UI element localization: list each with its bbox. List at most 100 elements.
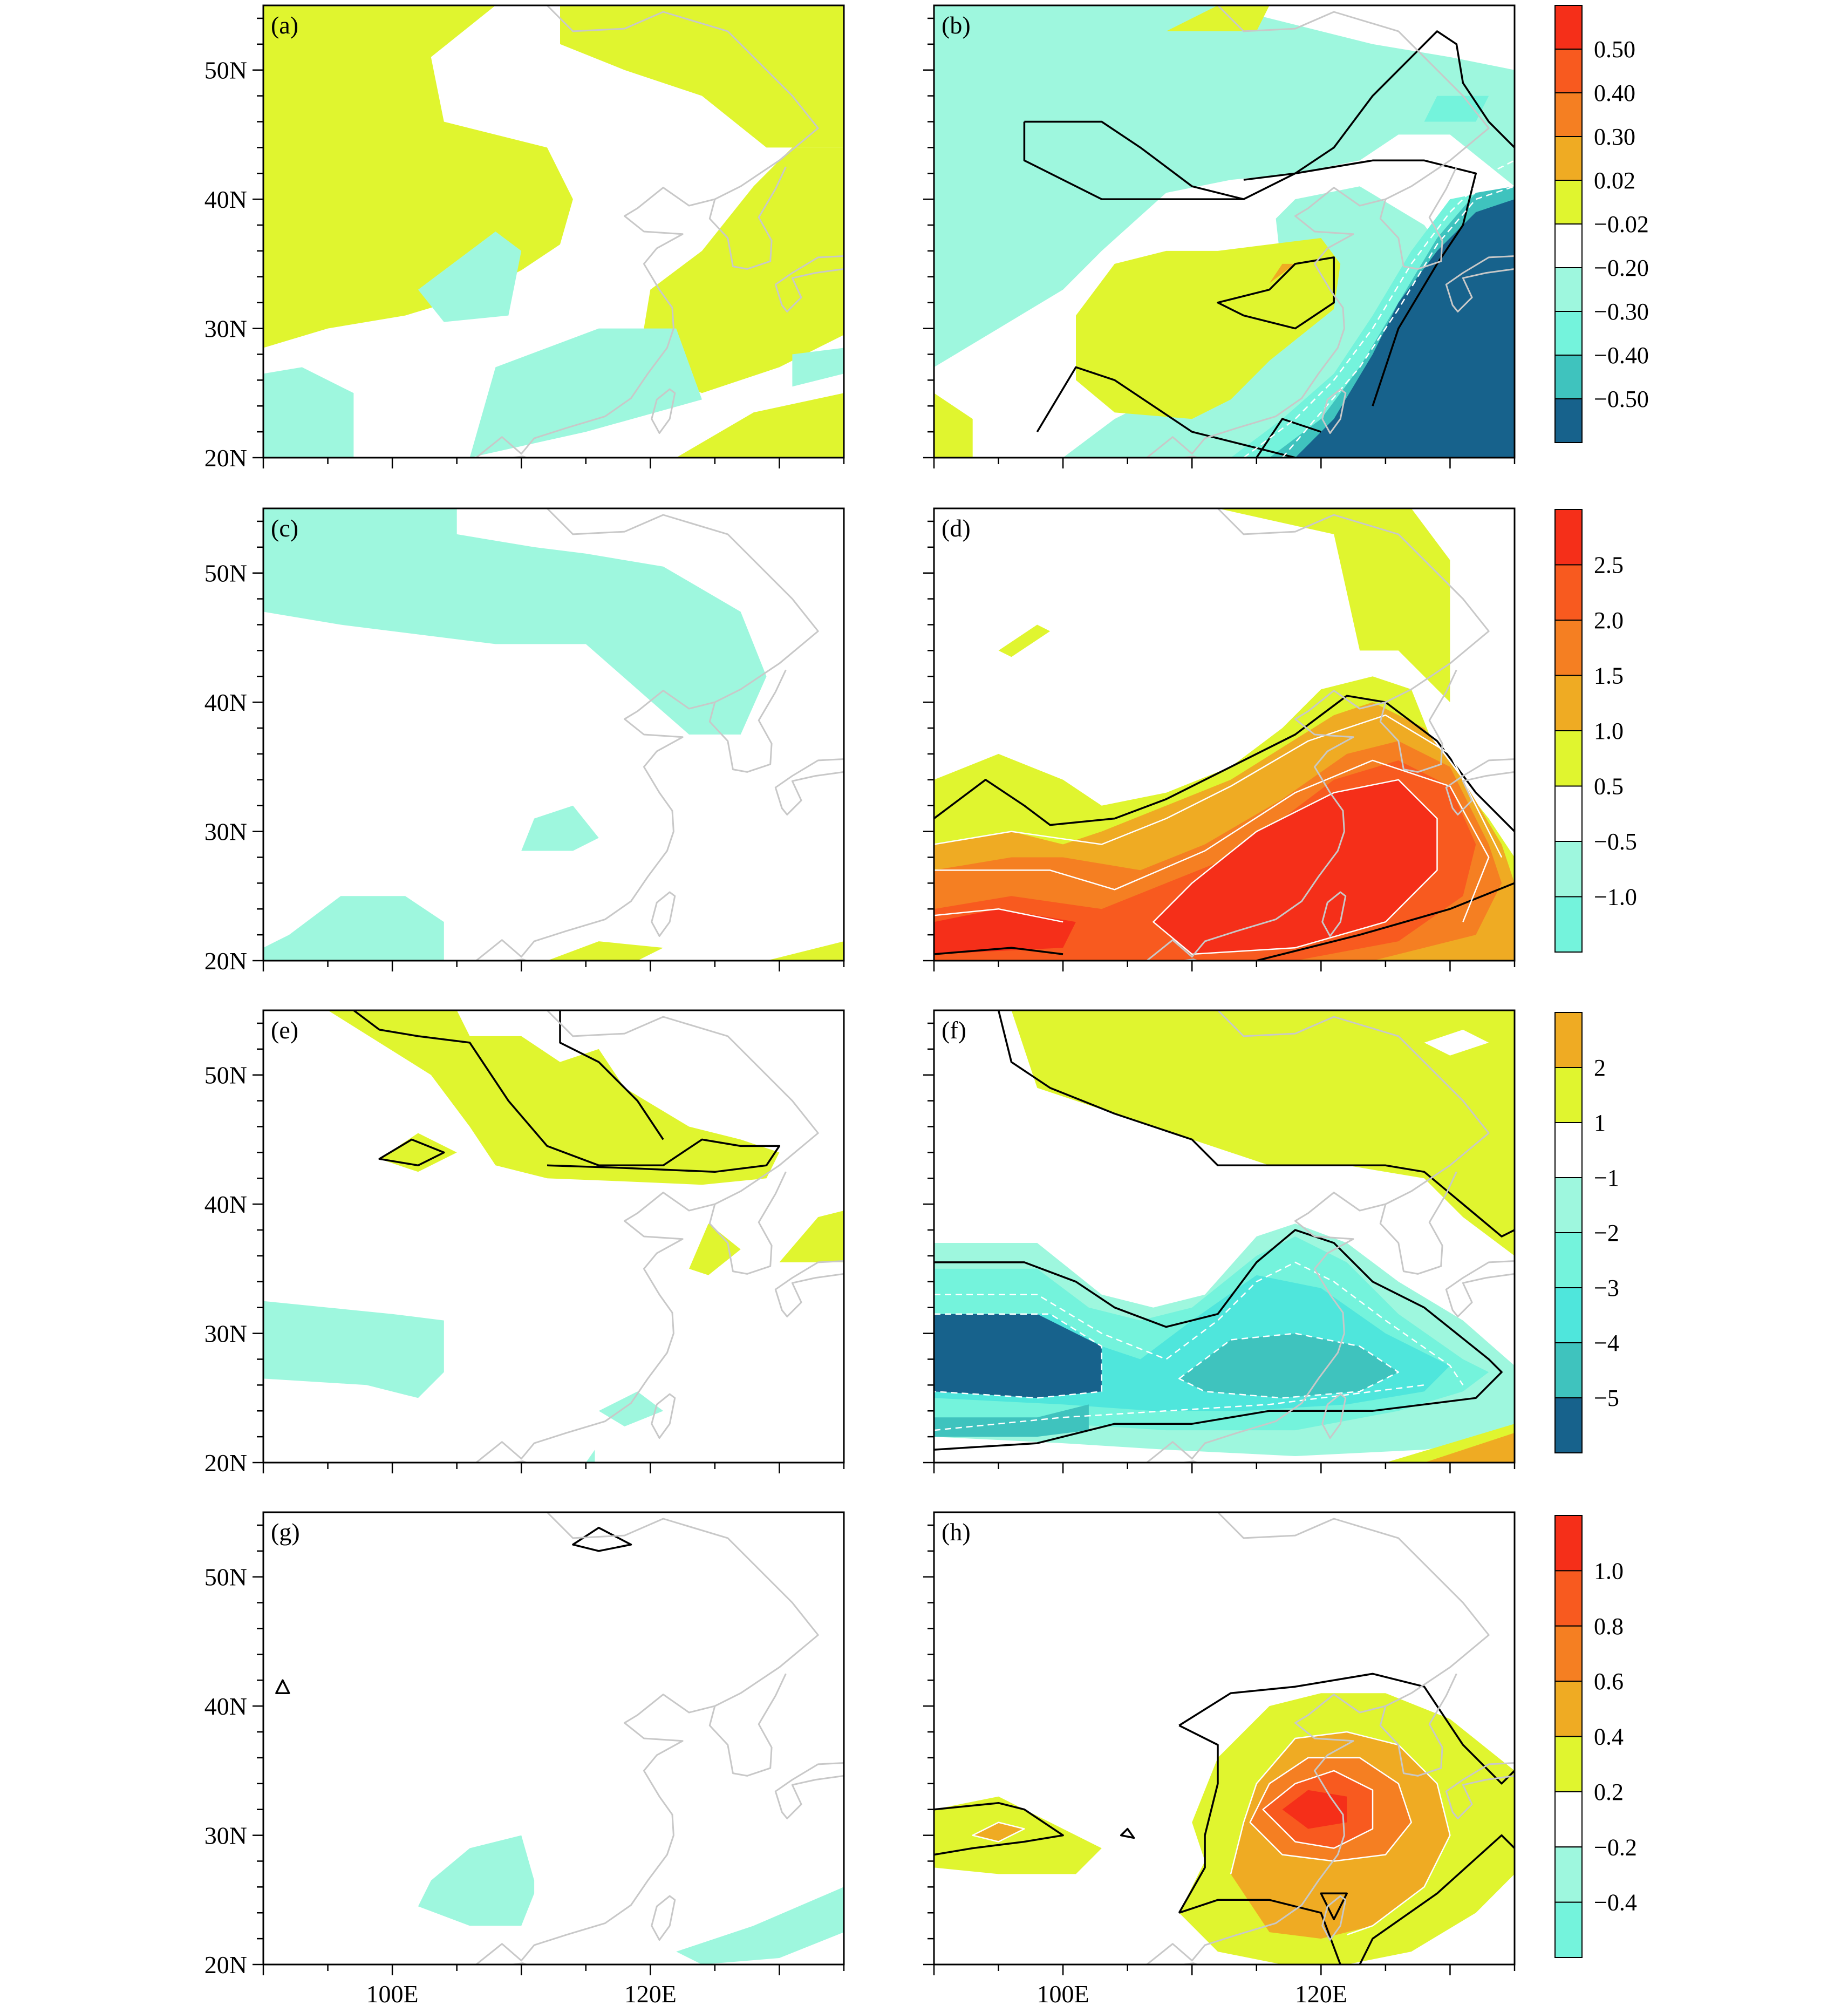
contour-light-2	[934, 1313, 1103, 1399]
contour-dark-1	[353, 1010, 781, 1173]
contour-dark-2	[1023, 121, 1244, 200]
colorbar-label: 0.50	[1594, 36, 1635, 63]
lat-tick-label: 40N	[204, 186, 247, 213]
field-navy	[934, 1314, 1102, 1398]
lat-tick-label: 50N	[204, 560, 247, 587]
contour-light-2	[1249, 1757, 1412, 1862]
coastline-korea	[708, 1673, 787, 1777]
colorbar-label: −2	[1594, 1220, 1619, 1246]
field-white-spot	[1424, 1029, 1489, 1056]
field-mint-south	[469, 328, 702, 458]
coastline-korea	[1379, 1673, 1457, 1777]
map-panel-h: (h) 100E 120E	[923, 1511, 1516, 2008]
panel-field	[263, 1010, 844, 1463]
contour-dark-1	[1178, 1673, 1515, 1785]
lat-tick-label: 40N	[204, 1191, 247, 1218]
field-orange-spot	[1269, 263, 1295, 283]
panel-label: (e)	[271, 1016, 298, 1044]
colorbar-label: 2.0	[1594, 607, 1624, 634]
coastline-taiwan	[1321, 891, 1347, 937]
field-yellow-south	[547, 941, 664, 961]
coastline	[1146, 1010, 1515, 1463]
colorbar-label: −1	[1594, 1165, 1619, 1191]
colorbar-box	[1554, 1177, 1583, 1233]
colorbar-label: 2	[1594, 1055, 1606, 1081]
colorbar-box	[1554, 896, 1583, 953]
coastline-hainan	[507, 456, 529, 458]
contour-dark-1	[934, 695, 1515, 832]
colorbar-label: −0.50	[1594, 386, 1649, 412]
colorbar-box	[1554, 223, 1583, 268]
coastline-mainland	[1146, 1010, 1490, 1463]
contour-dark-6	[1120, 1827, 1135, 1839]
coastline-hainan	[1177, 1460, 1200, 1463]
panel-label: (h)	[942, 1518, 971, 1546]
panel-label: (c)	[271, 514, 298, 542]
field-red-core	[1153, 779, 1437, 954]
colorbar-label: 0.6	[1594, 1668, 1624, 1695]
colorbar-box	[1554, 564, 1583, 621]
field-yellow-north	[934, 508, 1450, 703]
coastline-hainan	[1177, 959, 1200, 961]
field-mint-sw	[263, 367, 354, 458]
colorbar-box	[1554, 1791, 1583, 1848]
lat-tick-label: 30N	[204, 1822, 247, 1850]
coastline-hainan	[1177, 456, 1200, 458]
coastline-hainan	[507, 1962, 529, 1965]
contour-light-3	[934, 1384, 1424, 1431]
contour-light-2	[1281, 186, 1515, 458]
field-yellow-east	[637, 147, 844, 393]
field-yellow-se	[1385, 1424, 1515, 1463]
colorbar-label: −0.5	[1594, 828, 1637, 855]
field-yellow-sw	[934, 393, 973, 458]
colorbar-label: −5	[1594, 1385, 1619, 1411]
contour-dark-5	[934, 1802, 1064, 1856]
field-yellow-north	[560, 5, 844, 148]
lat-tick-label: 30N	[204, 1320, 247, 1348]
panel-frame	[262, 1009, 845, 1464]
field-mint-center	[418, 232, 522, 322]
panel-background	[263, 1512, 844, 1965]
panel-label: (g)	[271, 1518, 300, 1546]
field-mint-spot	[585, 1450, 595, 1463]
contour-dark-1	[1024, 30, 1515, 200]
colorbar-f: 2 1 −1 −2 −3 −4 −5	[1554, 1012, 1619, 1453]
lat-tick-label: 40N	[204, 1692, 247, 1720]
colorbar-label: 0.8	[1594, 1613, 1624, 1640]
colorbar-b: 0.50 0.40 0.30 0.02 −0.02 −0.20 −0.30 −0.40 −0.5…	[1554, 5, 1649, 443]
field-yellow-north	[1011, 1010, 1515, 1256]
contour-dark-1	[572, 1526, 632, 1552]
field-yellow-north	[328, 1010, 780, 1185]
colorbar-box	[1554, 1901, 1583, 1958]
contour-dark-3	[1178, 1899, 1341, 1965]
coastline-taiwan	[1321, 1393, 1347, 1439]
contour-light-4	[972, 1821, 1025, 1843]
contour-dark-3	[1243, 159, 1477, 406]
coastline-taiwan	[651, 388, 676, 434]
colorbar-h: 1.0 0.8 0.6 0.4 0.2 −0.2 −0.4	[1554, 1515, 1637, 1958]
contour-dark-4	[1359, 1834, 1515, 1965]
colorbar-box	[1554, 1012, 1583, 1068]
field-yellow-se	[676, 393, 844, 458]
panel-field	[275, 1512, 844, 1965]
colorbar-box	[1554, 1625, 1583, 1682]
colorbar-box	[1554, 355, 1583, 399]
map-panel-d: (d)	[923, 507, 1516, 971]
contour-dark-3	[378, 1138, 445, 1167]
map-panel-e: (e) 50N 40N 30N 20N	[204, 1009, 845, 1477]
panel-field	[934, 508, 1515, 961]
coastline-korea	[708, 669, 787, 773]
field-yellow-spot	[998, 624, 1051, 657]
contour-light-4	[1178, 1333, 1400, 1399]
colorbar-box	[1554, 1232, 1583, 1288]
lat-tick-label: 50N	[204, 57, 247, 84]
contour-light-1	[934, 714, 1503, 858]
coastline-mainland	[475, 1512, 819, 1965]
colorbar-box	[1554, 841, 1583, 898]
coastline-mainland	[475, 508, 819, 961]
lon-tick-label: 100E	[366, 1980, 419, 2008]
field-yellow-se	[766, 941, 844, 961]
map-panel-f: (f)	[923, 1009, 1516, 1473]
field-mint-west	[263, 1301, 444, 1398]
coastline-japan	[774, 758, 844, 815]
